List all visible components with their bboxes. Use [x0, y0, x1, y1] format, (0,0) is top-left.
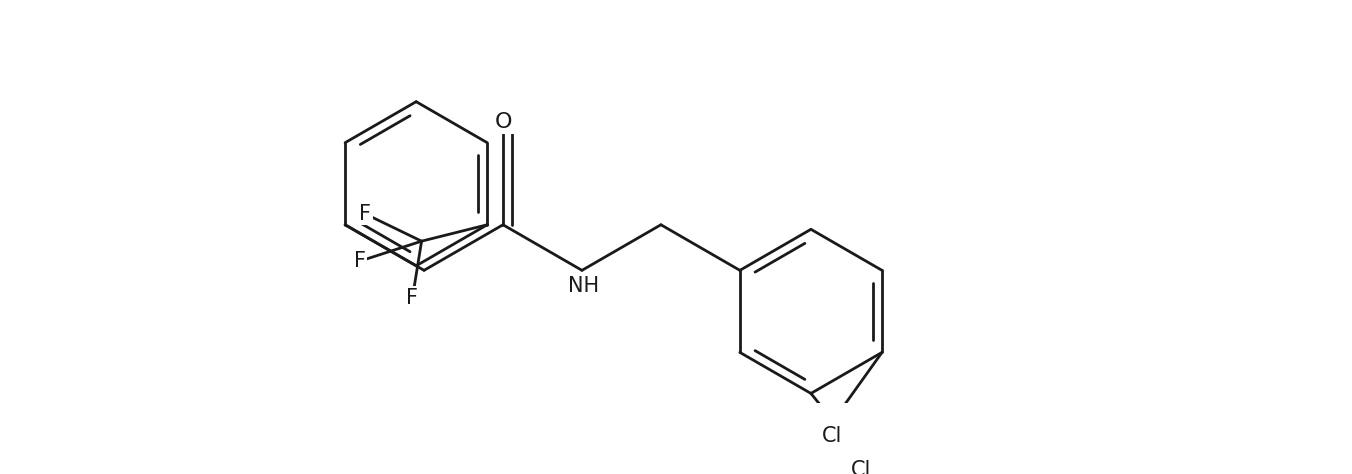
Text: F: F [360, 204, 370, 224]
Text: Cl: Cl [822, 426, 842, 447]
Text: F: F [407, 288, 419, 308]
Text: Cl: Cl [850, 460, 871, 474]
Text: O: O [495, 112, 512, 132]
Text: F: F [354, 251, 365, 271]
Text: NH: NH [568, 276, 599, 296]
